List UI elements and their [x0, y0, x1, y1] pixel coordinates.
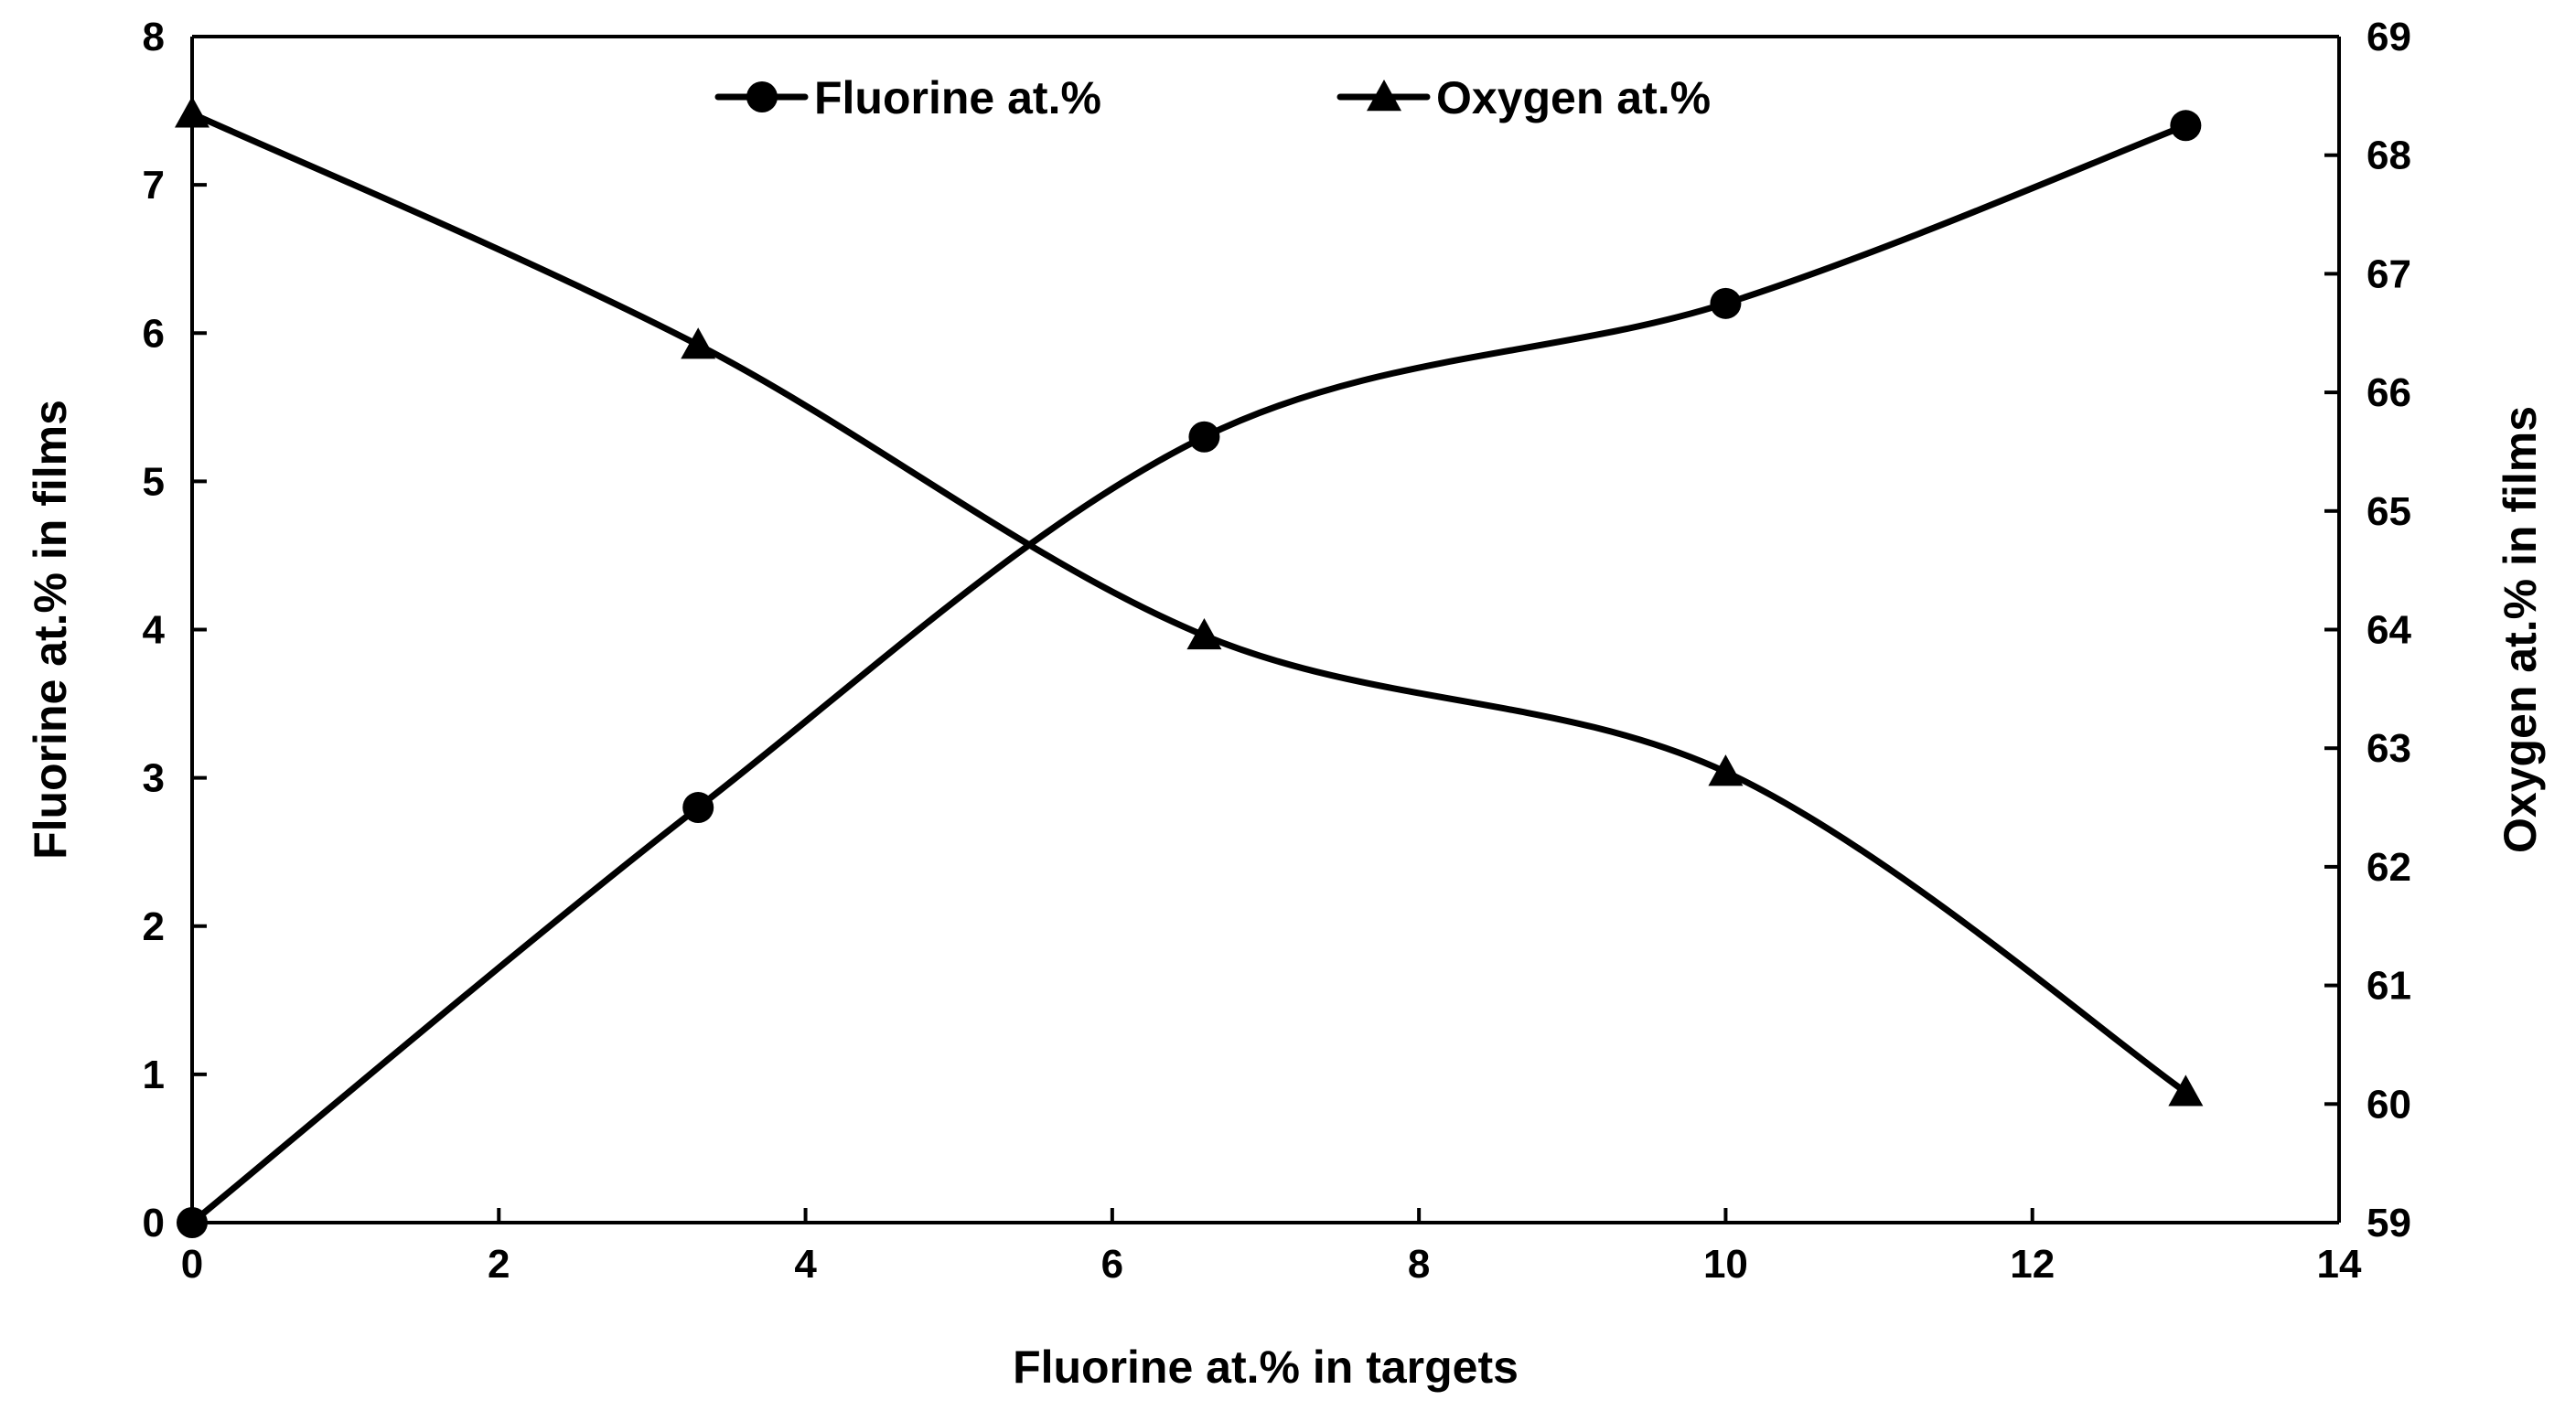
y-left-tick-label: 5 — [143, 459, 165, 504]
axes: 0 2 4 6 8 10 12 1401234567859606162636465666768… — [143, 15, 2412, 1287]
y-right-tick-label: 59 — [2367, 1201, 2411, 1245]
legend-oxygen-marker — [1367, 80, 1401, 112]
legend-fluorine-marker — [746, 81, 778, 112]
y-axis-left-title: Fluorine at.% in films — [25, 400, 76, 860]
series-oxygen-point — [1186, 617, 1222, 650]
x-tick-label: 6 — [1101, 1242, 1123, 1287]
x-axis-title: Fluorine at.% in targets — [1013, 1342, 1519, 1393]
series-oxygen-point — [175, 96, 209, 128]
legend-fluorine-label: Fluorine at.% — [814, 72, 1101, 123]
x-tick-label: 14 — [2317, 1242, 2362, 1287]
legend-item-fluorine: Fluorine at.% — [714, 72, 1101, 123]
x-tick-label: 4 — [794, 1242, 817, 1287]
x-tick-label: 12 — [2010, 1242, 2055, 1287]
y-left-tick-label: 7 — [143, 163, 165, 208]
y-right-tick-label: 62 — [2367, 845, 2411, 890]
y-right-tick-label: 69 — [2367, 15, 2411, 59]
x-tick-label: 8 — [1408, 1242, 1430, 1287]
y-left-tick-label: 0 — [143, 1201, 165, 1245]
series-fluorine-point — [1188, 421, 1220, 453]
series-fluorine — [177, 110, 2202, 1238]
y-axis-right-title: Oxygen at.% in films — [2495, 406, 2546, 853]
y-right-tick-label: 61 — [2367, 964, 2411, 1009]
y-left-tick-label: 4 — [143, 608, 166, 653]
y-right-tick-label: 60 — [2367, 1082, 2411, 1127]
series-fluorine-point — [2170, 110, 2202, 142]
y-left-tick-label: 8 — [143, 15, 165, 59]
y-right-tick-label: 66 — [2367, 370, 2411, 415]
legend-oxygen-label: Oxygen at.% — [1436, 72, 1711, 123]
series-fluorine-point — [682, 792, 714, 824]
x-tick-label: 10 — [1703, 1242, 1748, 1287]
y-right-tick-label: 67 — [2367, 251, 2411, 296]
y-right-tick-label: 63 — [2367, 726, 2411, 771]
x-tick-label: 0 — [181, 1242, 203, 1287]
y-right-tick-label: 64 — [2367, 608, 2411, 653]
series-fluorine-point — [177, 1207, 208, 1238]
legend-item-oxygen: Oxygen at.% — [1336, 72, 1711, 123]
legend: Fluorine at.% Oxygen at.% — [714, 72, 1711, 123]
series-oxygen-point — [681, 327, 716, 359]
series-fluorine-line — [188, 122, 2189, 1226]
y-right-tick-label: 65 — [2367, 489, 2411, 534]
y-left-tick-label: 6 — [143, 311, 165, 356]
y-left-tick-label: 1 — [143, 1053, 165, 1097]
series-fluorine-point — [1710, 287, 1742, 319]
y-right-tick-label: 68 — [2367, 134, 2411, 178]
series-oxygen — [175, 96, 2204, 1106]
y-left-tick-label: 2 — [143, 904, 165, 949]
series-oxygen-line — [188, 110, 2189, 1096]
y-left-tick-label: 3 — [143, 756, 165, 801]
series-layer — [175, 96, 2204, 1238]
series-oxygen-point — [2168, 1074, 2204, 1106]
x-tick-label: 2 — [488, 1242, 510, 1287]
series-oxygen-point — [1708, 754, 1744, 786]
